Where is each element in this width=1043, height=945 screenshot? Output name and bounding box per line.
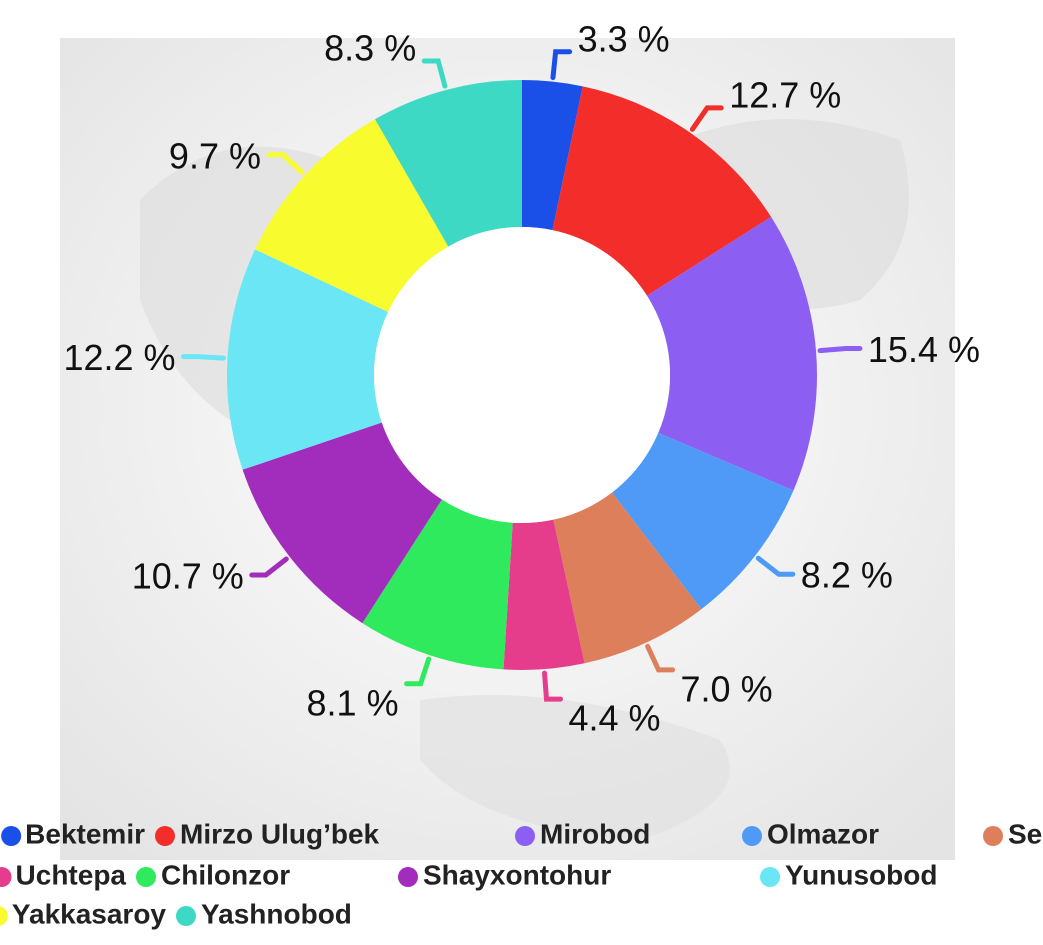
- donut-slice: [255, 119, 449, 312]
- legend-marker: [155, 826, 175, 846]
- donut-slice: [362, 499, 513, 670]
- legend-marker: [136, 867, 156, 887]
- legend-label: Bektemir: [25, 818, 145, 849]
- slice-label: 8.1 %: [307, 682, 399, 723]
- donut-slice: [522, 80, 583, 231]
- leader-line: [689, 105, 724, 132]
- slice-label: 8.2 %: [801, 555, 893, 596]
- legend-label: Yunusobod: [785, 859, 937, 890]
- donut-slice: [375, 80, 522, 247]
- donut-slice: [553, 492, 702, 664]
- leader-line: [421, 58, 448, 89]
- donut-slice: [611, 432, 794, 610]
- donut-slice: [242, 422, 442, 624]
- legend-label: Sergeli: [1008, 818, 1043, 849]
- leader-line: [542, 670, 563, 702]
- legend-label: Shayxontohur: [423, 859, 611, 890]
- legend-label: Yakkasaroy: [12, 898, 167, 929]
- slice-label: 7.0 %: [681, 668, 773, 709]
- legend-marker: [398, 867, 418, 887]
- leader-line: [645, 643, 676, 673]
- leader-line: [249, 556, 289, 578]
- leader-line: [266, 152, 305, 175]
- donut-slice: [503, 519, 585, 670]
- leader-line: [817, 345, 863, 354]
- legend-marker: [983, 826, 1003, 846]
- slice-label: 12.2 %: [63, 337, 175, 378]
- legend-label: Mirzo Ulug’bek: [180, 818, 380, 849]
- slice-label: 4.4 %: [568, 698, 660, 739]
- slice-label: 12.7 %: [729, 74, 841, 115]
- slice-label: 9.7 %: [169, 135, 261, 176]
- legend-marker: [742, 826, 762, 846]
- legend-label: Mirobod: [540, 818, 650, 849]
- leader-line: [181, 354, 226, 361]
- legend-marker: [0, 867, 12, 887]
- legend-label: Yashnobod: [201, 898, 352, 929]
- slice-label: 3.3 %: [578, 18, 670, 59]
- legend-marker: [1, 826, 22, 846]
- slice-label: 8.3 %: [324, 28, 416, 69]
- donut-slice: [226, 249, 389, 470]
- legend-marker: [176, 906, 196, 926]
- legend-marker: [760, 867, 780, 887]
- legend-marker: [0, 906, 8, 926]
- slice-label: 15.4 %: [868, 329, 980, 370]
- leader-line: [404, 656, 432, 687]
- legend-label: Olmazor: [767, 818, 879, 849]
- leader-line: [755, 555, 796, 577]
- legend-label: Uchtepa: [16, 859, 127, 890]
- donut-slice: [552, 86, 772, 296]
- donut-slice: [646, 216, 817, 491]
- legend-marker: [515, 826, 535, 846]
- leader-line: [550, 49, 573, 81]
- map-shape: [420, 695, 730, 840]
- legend-label: Chilonzor: [161, 859, 290, 890]
- slice-label: 10.7 %: [132, 556, 244, 597]
- donut-hole: [374, 227, 670, 523]
